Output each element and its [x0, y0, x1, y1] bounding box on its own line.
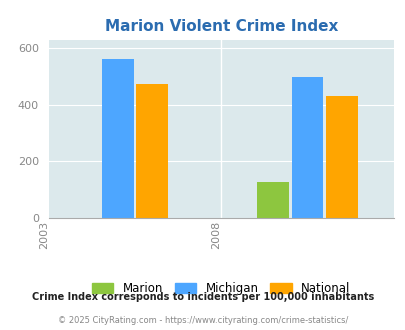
Bar	[325, 96, 357, 218]
Bar	[136, 84, 168, 218]
Legend: Marion, Michigan, National: Marion, Michigan, National	[87, 277, 354, 300]
Bar	[256, 182, 288, 218]
Text: © 2025 CityRating.com - https://www.cityrating.com/crime-statistics/: © 2025 CityRating.com - https://www.city…	[58, 315, 347, 325]
Bar	[102, 58, 133, 218]
Bar	[291, 77, 323, 218]
Text: Crime Index corresponds to incidents per 100,000 inhabitants: Crime Index corresponds to incidents per…	[32, 292, 373, 302]
Title: Marion Violent Crime Index: Marion Violent Crime Index	[104, 19, 337, 34]
